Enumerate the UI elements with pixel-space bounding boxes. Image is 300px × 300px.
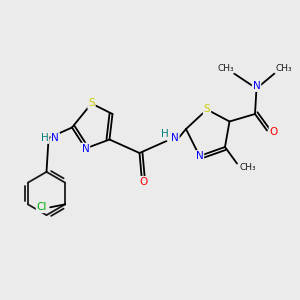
Text: H: H xyxy=(41,133,49,143)
Text: N: N xyxy=(51,133,59,143)
Text: N: N xyxy=(253,81,260,91)
Text: O: O xyxy=(269,127,278,137)
Text: CH₃: CH₃ xyxy=(239,163,256,172)
Text: H: H xyxy=(161,129,169,140)
Text: CH₃: CH₃ xyxy=(217,64,234,73)
Text: S: S xyxy=(204,104,210,115)
Text: Cl: Cl xyxy=(37,202,47,212)
Text: CH₃: CH₃ xyxy=(275,64,292,73)
Text: S: S xyxy=(88,98,95,109)
Text: O: O xyxy=(139,177,147,187)
Text: N: N xyxy=(82,143,89,154)
Text: N: N xyxy=(171,133,179,143)
Text: N: N xyxy=(196,151,203,161)
